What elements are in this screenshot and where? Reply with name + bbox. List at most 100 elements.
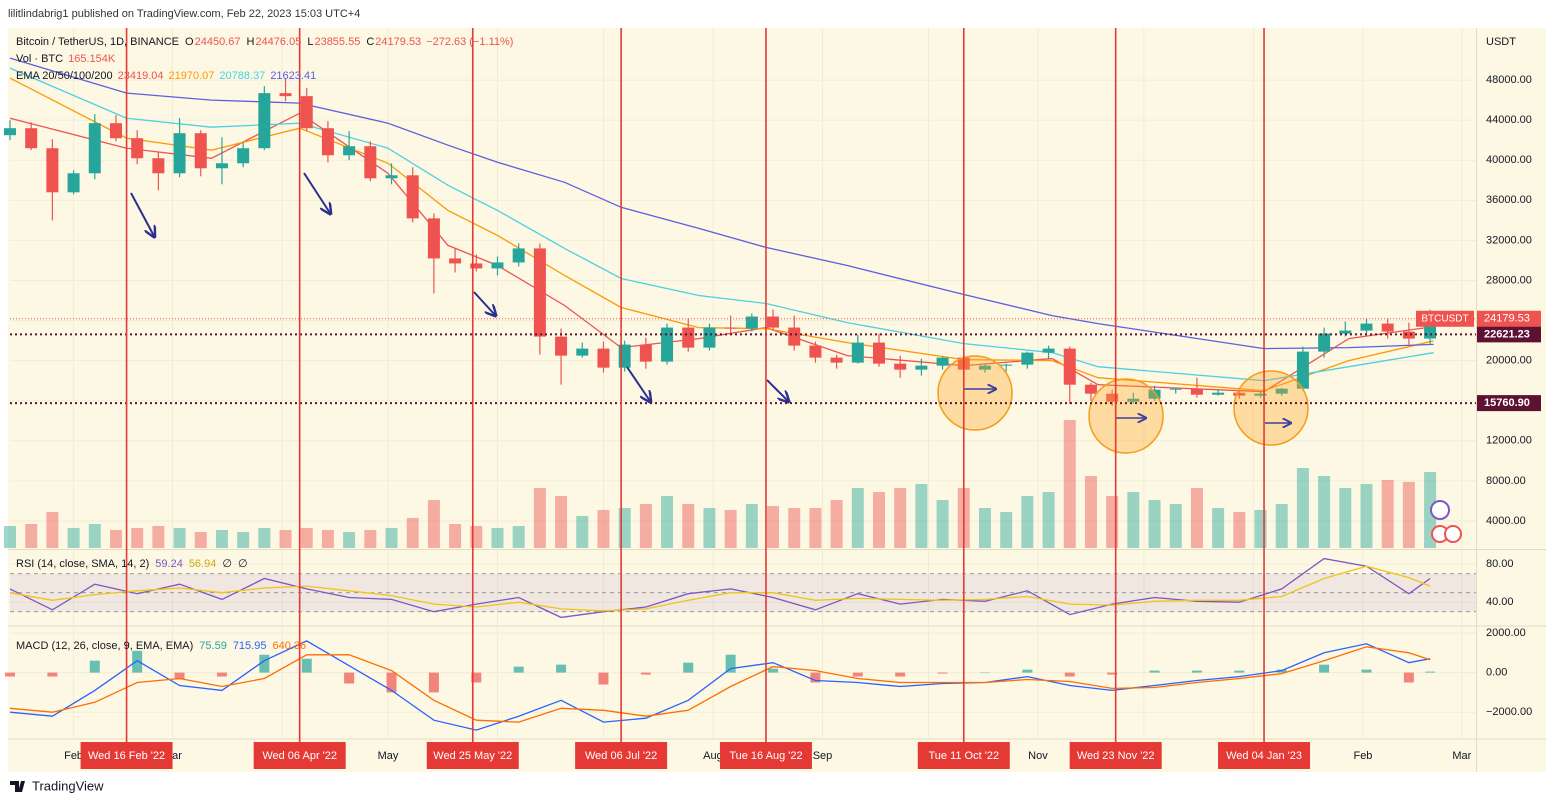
y-tick-label: 48000.00 — [1486, 74, 1532, 86]
indicator-value: ∅ — [222, 558, 232, 570]
candle-body — [449, 258, 462, 264]
volume-bar — [1275, 504, 1288, 548]
date-marker-label-bg — [1069, 742, 1162, 769]
candle-body — [703, 327, 716, 348]
candle-body — [661, 327, 674, 362]
candle-body — [258, 93, 271, 149]
candle-body — [597, 348, 610, 368]
volume-bar — [873, 492, 886, 548]
chart-background — [8, 28, 1546, 772]
candle-body — [915, 365, 928, 370]
candle-body — [512, 248, 525, 263]
symbol-label: BTCUSDT — [1421, 313, 1468, 324]
y-tick-label: 36000.00 — [1486, 194, 1532, 206]
symbol-label-bg — [1416, 310, 1474, 327]
last-price-label-bg — [1477, 310, 1541, 327]
candle-body — [1360, 323, 1373, 331]
volume-bar — [1360, 484, 1373, 548]
volume-bar — [1381, 480, 1394, 548]
histogram-bar — [5, 672, 15, 677]
ohlc-key: O — [185, 36, 194, 48]
y-tick-label: 0.00 — [1486, 666, 1507, 678]
last-price-label: 24179.53 — [1484, 313, 1530, 325]
candle-body — [1254, 393, 1267, 396]
candle-body — [639, 344, 652, 362]
candle-body — [152, 158, 165, 174]
volume-bar — [936, 500, 949, 548]
indicator-icon[interactable] — [1430, 500, 1450, 520]
y-tick-label: 4000.00 — [1486, 515, 1526, 527]
candle-body — [555, 336, 568, 356]
indicator-title: MACD (12, 26, close, 9, EMA, EMA) — [16, 640, 193, 652]
ema-value: 20788.37 — [219, 70, 265, 82]
y-tick-label: 32000.00 — [1486, 234, 1532, 246]
candle-body — [321, 128, 334, 156]
symbol-title: Bitcoin / TetherUS, 1D, BINANCE — [16, 36, 179, 48]
indicator-legend: MACD (12, 26, close, 9, EMA, EMA) 75.59 71… — [16, 640, 306, 652]
candle-body — [745, 316, 758, 329]
candle-body — [724, 327, 737, 329]
volume-bar — [67, 528, 80, 548]
histogram-bar — [1319, 664, 1330, 673]
volume-bar — [258, 528, 271, 548]
histogram-bar — [344, 672, 355, 684]
volume-bar — [1063, 420, 1076, 548]
volume-bar — [1402, 482, 1415, 548]
candle-body — [406, 175, 419, 219]
candle-body — [830, 357, 843, 363]
annotation-arrow — [766, 379, 788, 401]
y-tick-label: 40000.00 — [1486, 154, 1532, 166]
date-marker-label-bg — [917, 742, 1010, 769]
volume-bar — [809, 508, 822, 548]
histogram-bar — [1425, 671, 1436, 673]
volume-bar — [1000, 512, 1013, 548]
volume-bar — [915, 484, 928, 548]
brand-logo: TradingView — [10, 778, 104, 793]
histogram-bar — [895, 672, 906, 677]
ohlc-key: C — [366, 36, 374, 48]
candle-body — [194, 133, 207, 169]
ema-legend: EMA 20/50/100/200 23419.04 21970.07 20788.3… — [16, 70, 316, 82]
volume-bar — [194, 532, 207, 548]
ohlc-key: L — [307, 36, 313, 48]
histogram-bar — [556, 664, 567, 673]
ohlc-key: H — [246, 36, 254, 48]
candle-body — [682, 327, 695, 348]
volume-bar — [745, 504, 758, 548]
candle-body — [385, 175, 398, 179]
candle-body — [1084, 384, 1097, 394]
volume-bar — [1021, 496, 1034, 548]
histogram-bar — [1403, 672, 1414, 683]
x-tick-label: Feb — [1353, 750, 1372, 762]
date-marker-label-bg — [253, 742, 346, 769]
ema-line — [9, 57, 1434, 350]
indicator-line — [9, 646, 1431, 723]
overlay-layer: 22621.23 15760.90 BTCUSDT 24179.53 Wed 16 Fe… — [10, 28, 1541, 769]
histogram-bar — [513, 666, 524, 673]
event-icon[interactable] — [1444, 525, 1462, 543]
x-tick-label: Nov — [1028, 750, 1048, 762]
candle-body — [470, 263, 483, 269]
date-marker-label: Wed 06 Apr '22 — [262, 750, 337, 762]
indicator-line — [9, 557, 1431, 619]
histogram-bar — [852, 672, 863, 677]
ohlc-value: 24179.53 — [375, 36, 421, 48]
indicator-value: ∅ — [238, 558, 248, 570]
volume-bar — [131, 528, 144, 548]
date-marker-label-bg — [719, 742, 812, 769]
volume-bar — [4, 526, 16, 548]
volume-bar — [25, 524, 38, 548]
volume-bar — [1148, 500, 1161, 548]
histogram-bar — [979, 672, 990, 674]
indicator-value: 56.94 — [189, 558, 217, 570]
y-axis-title: USDT — [1486, 36, 1516, 48]
candle-body — [88, 123, 101, 174]
volume-bar — [491, 528, 504, 548]
volume-bar — [88, 524, 101, 548]
y-tick-label: 80.00 — [1486, 558, 1514, 570]
x-tick-label: Aug — [703, 750, 723, 762]
histogram-bar — [259, 654, 270, 673]
candle-body — [767, 316, 780, 328]
histogram-bar — [471, 672, 482, 683]
